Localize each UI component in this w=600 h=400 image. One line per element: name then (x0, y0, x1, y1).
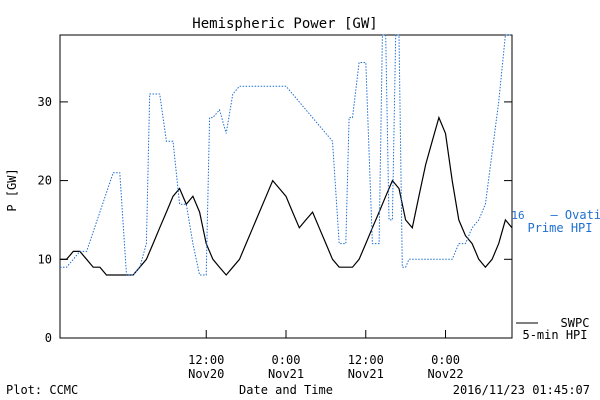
series-layer (60, 34, 513, 276)
x-tick-time-label: 12:00 (188, 353, 224, 367)
y-axis: 0 10 20 30 (38, 95, 512, 345)
x-tick-date-label: Nov22 (427, 367, 463, 381)
plot-credit: Plot: CCMC (6, 383, 78, 397)
x-tick-date-label: Nov20 (188, 367, 224, 381)
ovation-legend-line1: — Ovation (550, 208, 600, 222)
y-tick-label: 10 (38, 252, 52, 266)
y-tick-label: 20 (38, 174, 52, 188)
plot-frame (59, 34, 513, 339)
x-axis-label: Date and Time (239, 383, 333, 397)
x-tick-date-label: Nov21 (348, 367, 384, 381)
timestamp: 2016/11/23 01:45:07 (453, 383, 590, 397)
x-tick-time-label: 12:00 (348, 353, 384, 367)
chart-title: Hemispheric Power [GW] (192, 16, 377, 32)
x-tick-date-label: Nov21 (268, 367, 304, 381)
ovation-legend-line2: Prime HPI (527, 221, 592, 235)
y-tick-label: 0 (45, 331, 52, 345)
x-tick-time-label: 0:00 (431, 353, 460, 367)
swpc-legend-line1: SWPC (561, 316, 590, 330)
series-line-ovation (60, 34, 512, 276)
swpc-legend-line2: 5-min HPI (522, 328, 587, 342)
y-tick-label: 30 (38, 95, 52, 109)
y-axis-label: P [GW] (5, 168, 19, 211)
series-line-swpc (60, 115, 513, 276)
x-tick-time-label: 0:00 (272, 353, 301, 367)
ovation-legend-value: 16 (511, 209, 524, 222)
plot-area-border (59, 34, 513, 339)
